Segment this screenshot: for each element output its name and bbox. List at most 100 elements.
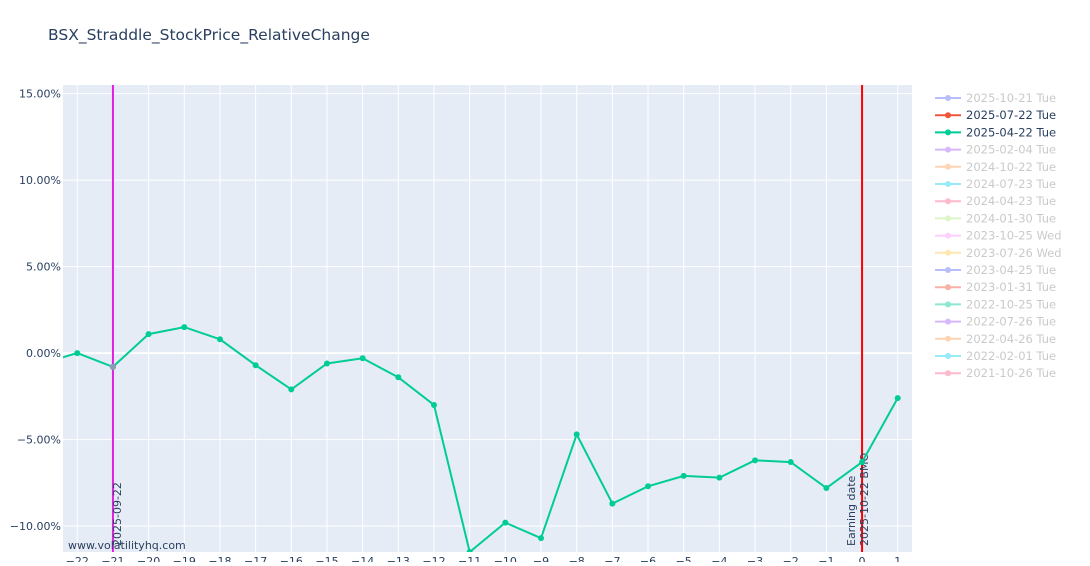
legend-label: 2022-04-26 Tue bbox=[966, 332, 1056, 346]
vertical-marker-label: 2025-10-22 BMO bbox=[858, 453, 871, 546]
vertical-marker-label: Earning date bbox=[845, 475, 858, 546]
data-point bbox=[181, 324, 188, 331]
data-point bbox=[430, 401, 437, 408]
legend-item[interactable]: 2024-04-23 Tue bbox=[935, 194, 1056, 208]
legend-label: 2025-10-21 Tue bbox=[966, 91, 1056, 105]
data-point-overlap bbox=[109, 363, 116, 370]
data-point bbox=[823, 485, 830, 492]
legend-item[interactable]: 2025-07-22 Tue bbox=[935, 108, 1056, 122]
legend-item[interactable]: 2022-02-01 Tue bbox=[935, 349, 1056, 363]
x-tick-label: −18 bbox=[208, 555, 231, 562]
data-point bbox=[787, 459, 794, 466]
legend-marker bbox=[945, 249, 951, 256]
y-tick-label: −5.00% bbox=[17, 434, 61, 447]
data-point bbox=[145, 331, 152, 338]
legend-item[interactable]: 2024-10-22 Tue bbox=[935, 160, 1056, 174]
x-tick-label: −4 bbox=[711, 555, 727, 562]
y-tick-label: 0.00% bbox=[26, 347, 61, 360]
x-tick-label: −14 bbox=[351, 555, 374, 562]
legend-item[interactable]: 2022-10-25 Tue bbox=[935, 297, 1056, 311]
data-point bbox=[466, 549, 473, 552]
data-point bbox=[395, 374, 402, 381]
legend-marker bbox=[945, 215, 951, 222]
x-tick-label: −20 bbox=[137, 555, 160, 562]
vertical-markers: 2025-09-22 Earning date 2025-10-22 BMO bbox=[111, 85, 871, 552]
plot-area bbox=[63, 85, 912, 552]
legend-item[interactable]: 2024-07-23 Tue bbox=[935, 177, 1056, 191]
data-point bbox=[680, 472, 687, 479]
legend: 2025-10-21 Tue 2025-07-22 Tue 2025-04-22 T… bbox=[935, 91, 1062, 380]
data-point bbox=[288, 386, 295, 393]
x-tick-label: −7 bbox=[604, 555, 620, 562]
legend-marker bbox=[945, 353, 951, 359]
x-tick-label: −17 bbox=[244, 555, 267, 562]
legend-label: 2025-02-04 Tue bbox=[966, 143, 1056, 157]
legend-label: 2023-04-25 Tue bbox=[966, 263, 1056, 277]
legend-marker bbox=[945, 267, 951, 273]
vertical-marker-label: 2025-09-22 bbox=[111, 482, 124, 546]
legend-marker bbox=[945, 112, 951, 119]
x-tick-label: −21 bbox=[101, 555, 124, 562]
y-tick-label: 10.00% bbox=[19, 174, 61, 187]
data-point bbox=[645, 483, 652, 490]
legend-label: 2025-07-22 Tue bbox=[966, 108, 1056, 122]
legend-marker bbox=[945, 301, 951, 308]
legend-item[interactable]: 2024-01-30 Tue bbox=[935, 211, 1056, 225]
axes: −10.00% −5.00% 0.00% 5.00% 10.00% 15.00% −22 −2… bbox=[10, 88, 901, 566]
x-tick-label: −3 bbox=[747, 555, 763, 562]
legend-item[interactable]: 2021-10-26 Tue bbox=[935, 366, 1056, 380]
x-tick-label: 0 bbox=[859, 555, 866, 562]
series-lines bbox=[63, 324, 901, 552]
x-tick-label: −10 bbox=[494, 555, 517, 562]
data-point bbox=[894, 395, 901, 402]
legend-item[interactable]: 2025-10-21 Tue bbox=[935, 91, 1056, 105]
legend-item[interactable]: 2022-07-26 Tue bbox=[935, 315, 1056, 329]
data-point bbox=[252, 362, 259, 369]
y-tick-label: −10.00% bbox=[10, 520, 61, 533]
data-point bbox=[609, 500, 616, 507]
data-point bbox=[573, 431, 580, 438]
x-tick-label: −1 bbox=[818, 555, 834, 562]
chart-title: BSX_Straddle_StockPrice_RelativeChange bbox=[48, 26, 370, 45]
legend-item[interactable]: 2023-10-25 Wed bbox=[935, 229, 1062, 243]
legend-marker bbox=[945, 95, 951, 101]
x-tick-label: −8 bbox=[569, 555, 585, 562]
x-tick-label: −22 bbox=[66, 555, 89, 562]
x-tick-label: −16 bbox=[280, 555, 303, 562]
x-tick-label: −15 bbox=[315, 555, 338, 562]
data-point bbox=[716, 474, 723, 481]
y-tick-label: 5.00% bbox=[26, 261, 61, 274]
legend-label: 2024-04-23 Tue bbox=[966, 194, 1056, 208]
x-tick-label: −9 bbox=[533, 555, 549, 562]
x-tick-label: −13 bbox=[387, 555, 410, 562]
legend-label: 2021-10-26 Tue bbox=[966, 366, 1056, 380]
legend-label: 2025-04-22 Tue bbox=[966, 125, 1056, 139]
legend-label: 2022-02-01 Tue bbox=[966, 349, 1056, 363]
data-point bbox=[323, 360, 330, 367]
data-point bbox=[74, 350, 81, 357]
legend-label: 2023-01-31 Tue bbox=[966, 280, 1056, 294]
legend-item[interactable]: 2022-04-26 Tue bbox=[935, 332, 1056, 346]
legend-item[interactable]: 2025-02-04 Tue bbox=[935, 143, 1056, 157]
legend-item[interactable]: 2023-04-25 Tue bbox=[935, 263, 1056, 277]
series-clip-group bbox=[63, 324, 901, 552]
x-tick-label: −19 bbox=[173, 555, 196, 562]
x-tick-label: −12 bbox=[422, 555, 445, 562]
x-tick-label: −2 bbox=[783, 555, 799, 562]
legend-label: 2023-10-25 Wed bbox=[966, 229, 1062, 243]
legend-item[interactable]: 2023-01-31 Tue bbox=[935, 280, 1056, 294]
data-point bbox=[859, 459, 866, 466]
data-point bbox=[216, 336, 223, 343]
legend-label: 2024-01-30 Tue bbox=[966, 211, 1056, 225]
legend-label: 2022-10-25 Tue bbox=[966, 297, 1056, 311]
data-point bbox=[502, 519, 509, 526]
legend-marker bbox=[945, 181, 951, 187]
legend-item[interactable]: 2025-04-22 Tue bbox=[935, 125, 1056, 139]
legend-marker bbox=[945, 318, 951, 325]
x-tick-label: 1 bbox=[894, 555, 901, 562]
legend-marker bbox=[945, 146, 951, 153]
legend-item[interactable]: 2023-07-26 Wed bbox=[935, 246, 1062, 260]
legend-marker bbox=[945, 129, 951, 136]
